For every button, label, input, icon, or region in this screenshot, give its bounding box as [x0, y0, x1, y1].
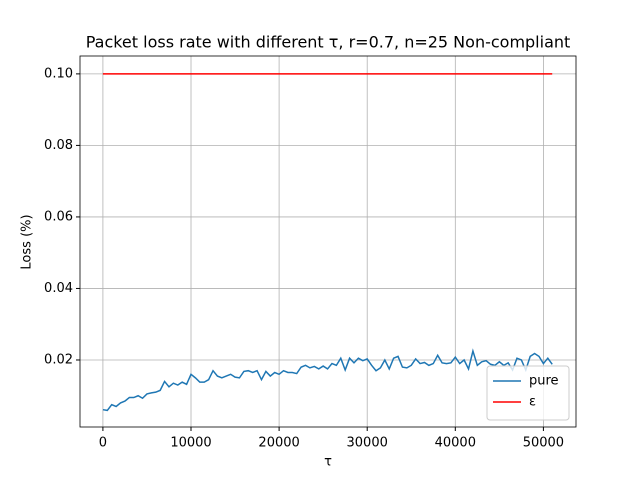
legend: pure ε	[486, 365, 570, 421]
x-tick-label: 20000	[258, 436, 299, 451]
y-tick-label: 0.02	[44, 352, 73, 367]
y-tick-label: 0.10	[44, 66, 73, 81]
y-tick-label: 0.06	[44, 209, 73, 224]
y-axis-label: Loss (%)	[20, 214, 35, 269]
x-tick-label: 30000	[347, 436, 388, 451]
data-line	[102, 348, 553, 412]
y-tick-label: 0.08	[44, 138, 73, 153]
x-tick-label: 0	[99, 436, 107, 451]
legend-box	[486, 365, 570, 421]
plot-frame	[79, 55, 577, 428]
y-tick-label: 0.04	[44, 281, 73, 296]
x-axis-label: τ	[324, 455, 332, 470]
chart-title: Packet loss rate with different τ, r=0.7…	[86, 33, 571, 52]
x-tick-label: 50000	[523, 436, 564, 451]
x-tick-label: 10000	[170, 436, 211, 451]
legend-label: ε	[529, 395, 536, 410]
x-tick-label: 40000	[435, 436, 476, 451]
legend-label: pure	[529, 374, 559, 389]
